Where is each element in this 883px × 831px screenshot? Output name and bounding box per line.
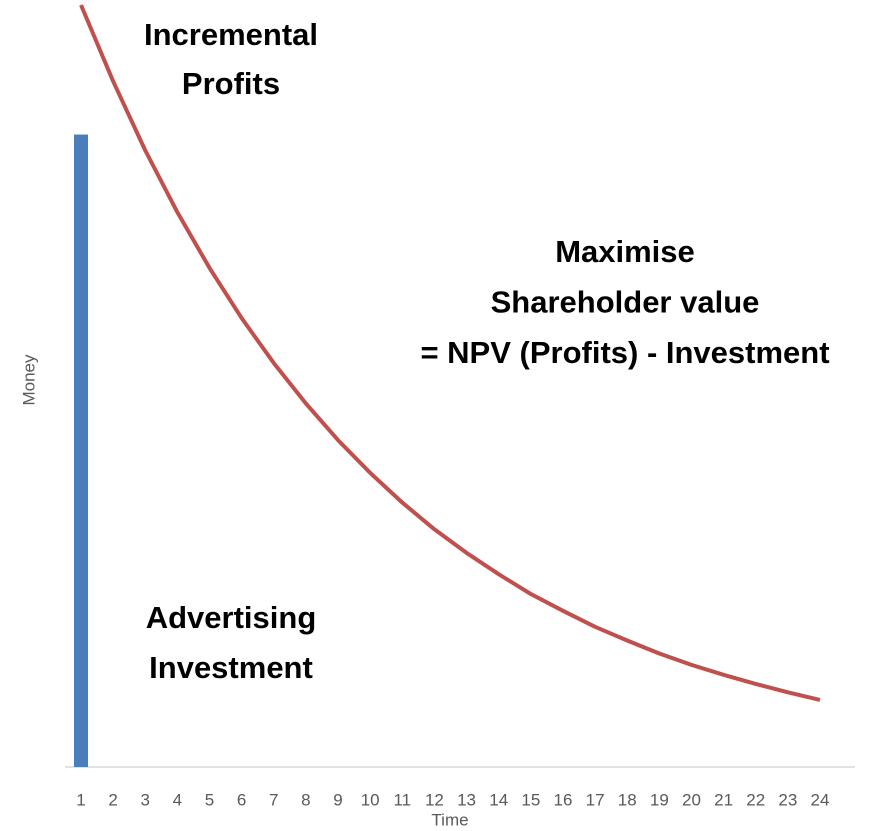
annotation: Profits [182, 66, 280, 101]
annotation: Shareholder value [491, 285, 760, 320]
x-tick-label: 2 [108, 790, 117, 809]
x-tick-label: 1 [76, 790, 85, 809]
annotation: Advertising [146, 600, 317, 635]
x-tick-label: 21 [714, 790, 733, 809]
x-tick-label: 22 [746, 790, 765, 809]
line [79, 4, 821, 702]
x-tick-label: 10 [361, 790, 380, 809]
x-tick-label: 15 [521, 790, 540, 809]
x-tick-label: 4 [173, 790, 182, 809]
x-tick-label: 12 [425, 790, 444, 809]
annotation: Maximise [555, 234, 695, 269]
x-tick-label: 7 [269, 790, 278, 809]
x-tick-label: 19 [650, 790, 669, 809]
x-tick-label: 13 [457, 790, 476, 809]
x-tick-label: 16 [553, 790, 572, 809]
annotation: Incremental [144, 17, 318, 52]
annotation: Investment [149, 650, 313, 685]
x-tick-label: 20 [682, 790, 701, 809]
bar [74, 134, 88, 768]
annotation: = NPV (Profits) - Investment [420, 335, 829, 370]
x-tick-label: 23 [778, 790, 797, 809]
x-tick-label: 5 [205, 790, 214, 809]
x-tick-label: 14 [489, 790, 508, 809]
x-tick-label: 18 [618, 790, 637, 809]
x-tick-label: 8 [301, 790, 310, 809]
x-tick-label: 6 [237, 790, 246, 809]
x-tick-label: 24 [811, 790, 830, 809]
x-tick-label: 17 [586, 790, 605, 809]
y-axis-title: Money [19, 354, 38, 406]
x-tick-label: 9 [333, 790, 342, 809]
x-tick-label: 3 [141, 790, 150, 809]
x-tick-label: 11 [393, 790, 411, 809]
x-axis-title: Time [431, 810, 468, 829]
